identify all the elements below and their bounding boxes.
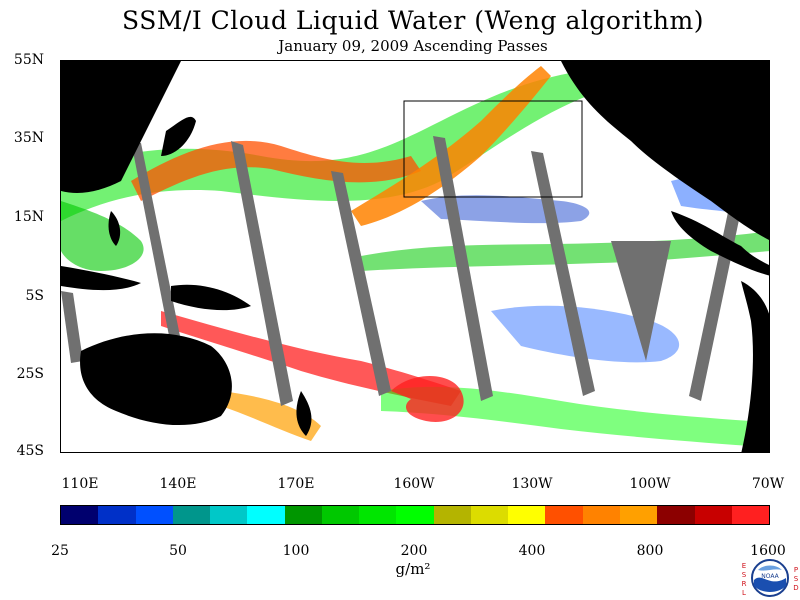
inset-box <box>403 100 583 198</box>
land-australia <box>80 333 232 426</box>
lon-label: 170E <box>277 476 315 492</box>
swath-gap <box>61 291 83 363</box>
noaa-esrl-psd-logo: E S R L NOAA P S D <box>740 556 800 600</box>
logo-psd-letters: P S D <box>793 566 799 592</box>
colorbar-swatch <box>61 506 99 524</box>
map-title: SSM/I Cloud Liquid Water (Weng algorithm… <box>122 6 704 35</box>
lon-label: 100W <box>629 476 671 492</box>
logo-esrl-letters: E S R L <box>741 562 747 597</box>
lat-label: 45S <box>16 443 44 459</box>
colorbar-swatch <box>508 506 546 524</box>
lat-label: 5S <box>25 288 45 304</box>
lon-label: 110E <box>61 476 99 492</box>
swath-gap <box>331 171 391 396</box>
colorbar-swatch <box>582 506 620 524</box>
swath-gap <box>433 136 493 401</box>
colorbar-swatch <box>321 506 360 524</box>
colorbar-label: 100 <box>282 543 310 559</box>
cloud-band-south-tasman <box>221 391 321 441</box>
colorbar-swatch <box>135 506 173 524</box>
colorbar-label: 25 <box>51 543 69 559</box>
swath-gap <box>531 151 595 396</box>
colorbar-swatch <box>359 506 397 524</box>
colorbar-swatch <box>433 506 471 524</box>
land-asia <box>61 61 181 193</box>
land-central-america <box>671 211 769 276</box>
colorbar-swatch <box>284 506 322 524</box>
colorbar-swatch <box>172 506 211 524</box>
map-subtitle: January 09, 2009 Ascending Passes <box>278 37 548 55</box>
land-north-america <box>561 61 769 240</box>
land-japan <box>161 116 196 156</box>
cloud-swirl-south <box>391 376 464 422</box>
land-south-america <box>741 281 769 452</box>
colorbar-swatch <box>210 506 248 524</box>
swath-gap <box>131 141 181 346</box>
lat-label: 55N <box>13 52 44 68</box>
colorbar-label: 400 <box>518 543 546 559</box>
cloud-patches-se <box>491 305 680 363</box>
lon-label: 70W <box>751 476 785 492</box>
colorbar-swatch <box>98 506 136 524</box>
colorbar-swatch <box>694 506 732 524</box>
logo-center-text: NOAA <box>761 573 779 580</box>
lat-label: 15N <box>13 209 44 225</box>
colorbar-swatch <box>247 506 285 524</box>
colorbar <box>60 505 770 525</box>
colorbar-label: 1600 <box>750 543 786 559</box>
colorbar-label: 200 <box>400 543 428 559</box>
lat-label: 25S <box>16 366 44 382</box>
cloud-band-jet <box>351 66 551 226</box>
land-new-guinea <box>171 284 251 311</box>
cloud-water-map <box>60 60 770 453</box>
lon-label: 130W <box>511 476 553 492</box>
colorbar-label: 800 <box>636 543 664 559</box>
land-masses <box>61 61 769 452</box>
land-indonesia <box>61 266 141 291</box>
lon-label: 140E <box>159 476 197 492</box>
land-new-zealand <box>296 391 312 436</box>
colorbar-label: 50 <box>169 543 187 559</box>
colorbar-swatch <box>545 506 583 524</box>
swath-gap <box>611 241 671 361</box>
land-philippines <box>108 211 121 246</box>
lon-label: 160W <box>393 476 435 492</box>
lat-label: 35N <box>13 130 44 146</box>
noaa-emblem-icon: NOAA <box>751 559 789 597</box>
cloud-band-kuroshio <box>131 140 421 201</box>
cloud-band-west <box>61 201 144 271</box>
swath-gap <box>231 141 293 406</box>
colorbar-units: g/m² <box>395 560 431 578</box>
colorbar-swatch <box>396 506 434 524</box>
colorbar-swatch <box>470 506 509 524</box>
cloud-band-north-pacific <box>61 71 601 221</box>
map-canvas <box>61 61 769 452</box>
colorbar-swatch <box>657 506 695 524</box>
colorbar-swatch <box>619 506 658 524</box>
colorbar-swatch <box>731 506 770 524</box>
cloud-band-southern <box>381 386 751 446</box>
